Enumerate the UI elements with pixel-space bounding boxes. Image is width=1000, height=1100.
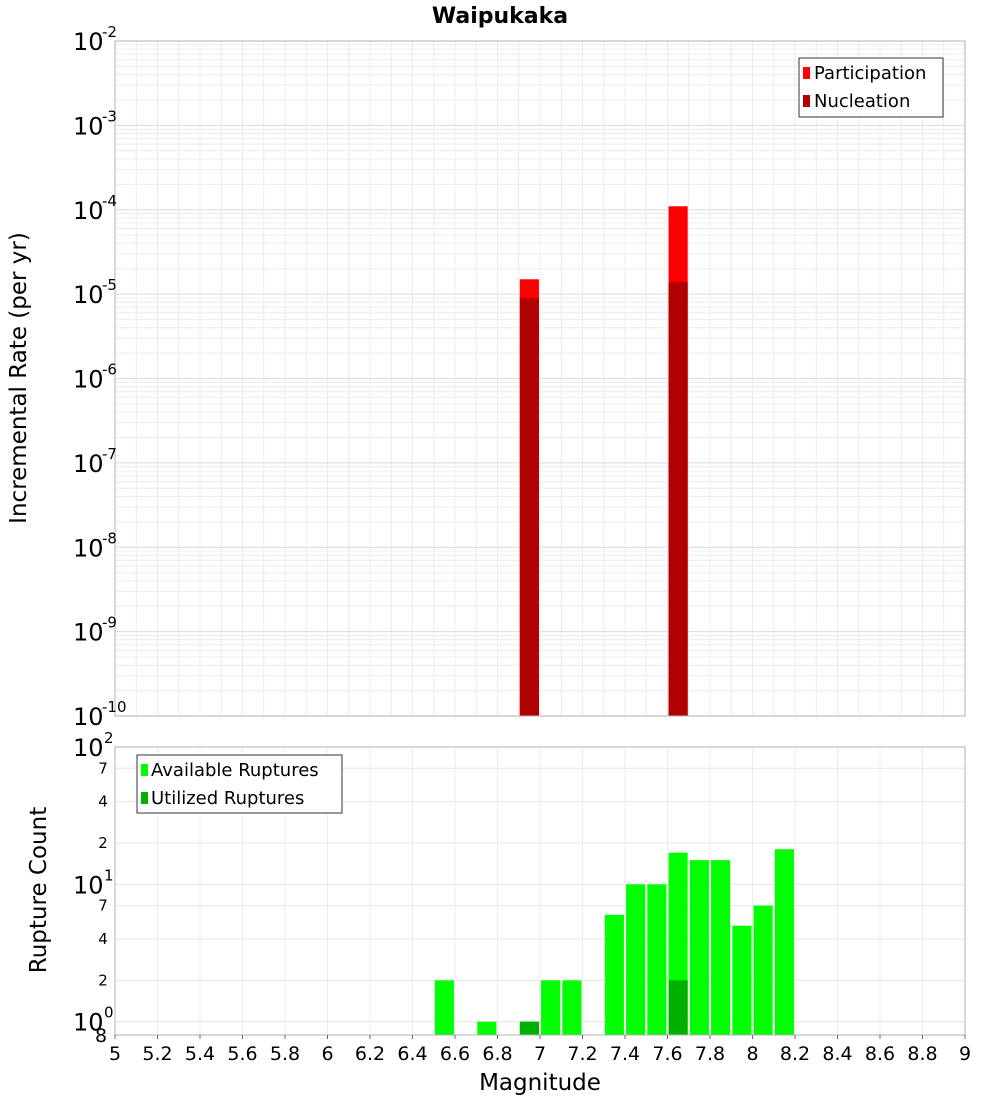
y-tick-label-base: 10	[73, 703, 104, 731]
rupture-count-y-axis-label: Rupture Count	[26, 807, 52, 973]
available-ruptures-bar	[689, 860, 709, 1035]
available-ruptures-bar	[711, 860, 731, 1035]
utilized-ruptures-bar	[519, 1021, 539, 1035]
available-ruptures-bar	[541, 980, 561, 1035]
available-ruptures-bar	[604, 914, 624, 1035]
legend-box	[136, 754, 343, 814]
y-tick-label-base: 10	[73, 734, 104, 762]
x-tick-label: 7.8	[695, 1043, 725, 1065]
legend-label: Utilized Ruptures	[151, 788, 304, 809]
y-tick-label-base: 10	[73, 366, 104, 394]
y-tick-label-base: 10	[73, 197, 104, 225]
rate-y-axis-label: Incremental Rate (per yr)	[6, 232, 32, 524]
y-tick-label-exponent: -7	[102, 445, 117, 463]
nucleation-bar	[668, 281, 688, 716]
x-tick-label: 6.6	[440, 1043, 470, 1065]
y-tick-label-exponent: -5	[102, 276, 117, 294]
x-tick-label: 8.4	[822, 1043, 852, 1065]
available-ruptures-bar	[562, 980, 582, 1035]
y-tick-label-base: 10	[73, 112, 104, 140]
available-ruptures-bar	[434, 980, 454, 1035]
x-tick-label: 7.4	[610, 1043, 640, 1065]
y-tick-label-base: 10	[73, 450, 104, 478]
y-tick-label-exponent: -3	[102, 107, 117, 125]
y-minor-tick-label: 2	[98, 834, 108, 852]
y-minor-tick-label: 4	[98, 930, 108, 948]
y-tick-label-base: 10	[73, 534, 104, 562]
utilized-ruptures-bar	[668, 980, 688, 1035]
x-tick-label: 5	[109, 1043, 121, 1065]
available-ruptures-bar	[753, 905, 773, 1035]
chart-title: Waipukaka	[432, 4, 568, 29]
y-tick-label-exponent: -10	[102, 698, 127, 716]
x-tick-label: 9	[959, 1043, 971, 1065]
y-tick-label-exponent: -8	[102, 529, 117, 547]
x-tick-label: 7	[534, 1043, 546, 1065]
legend: Available Ruptures Utilized Ruptures	[136, 754, 343, 814]
legend: Participation Nucleation	[798, 57, 944, 118]
x-tick-label: 5.2	[142, 1043, 172, 1065]
y-tick-label-exponent: -4	[102, 192, 117, 210]
y-tick-label-exponent: -9	[102, 614, 117, 632]
y-tick-label-base: 10	[73, 281, 104, 309]
x-tick-label: 7.2	[567, 1043, 597, 1065]
legend-label: Available Ruptures	[151, 760, 319, 781]
rate-plot: 10-1010-910-810-710-610-510-410-310-2Par…	[73, 23, 966, 731]
x-tick-label: 8	[746, 1043, 758, 1065]
x-tick-label: 6.4	[397, 1043, 427, 1065]
y-tick-label-base: 10	[73, 1009, 104, 1037]
y-minor-tick-label: 2	[98, 971, 108, 989]
available-ruptures-bar	[732, 925, 752, 1035]
legend-swatch	[141, 764, 148, 776]
x-tick-label: 7.6	[652, 1043, 682, 1065]
y-tick-label-exponent: 1	[104, 866, 114, 884]
x-tick-label: 5.8	[270, 1043, 300, 1065]
legend-label: Nucleation	[814, 91, 910, 112]
legend-label: Participation	[814, 63, 926, 84]
legend-swatch	[803, 67, 810, 79]
y-tick-label-exponent: 2	[104, 729, 114, 747]
available-ruptures-bar	[477, 1021, 497, 1035]
x-tick-label: 6	[321, 1043, 333, 1065]
y-bottom-tick-label: 8	[95, 1025, 107, 1047]
x-tick-label: 8.2	[780, 1043, 810, 1065]
y-tick-label-exponent: 0	[104, 1004, 114, 1022]
x-tick-label: 8.8	[907, 1043, 937, 1065]
y-tick-label-exponent: -6	[102, 361, 117, 379]
y-tick-label-base: 10	[73, 871, 104, 899]
available-ruptures-bar	[626, 884, 646, 1035]
legend-box	[798, 57, 944, 118]
y-tick-label-exponent: -2	[102, 23, 117, 41]
y-minor-tick-label: 4	[98, 793, 108, 811]
legend-swatch	[803, 95, 810, 107]
y-minor-tick-label: 7	[98, 759, 108, 777]
y-minor-tick-label: 7	[98, 897, 108, 915]
legend-swatch	[141, 792, 148, 804]
available-ruptures-bar	[774, 849, 794, 1035]
x-tick-label: 6.2	[355, 1043, 385, 1065]
x-tick-label: 5.6	[227, 1043, 257, 1065]
x-tick-label: 8.6	[865, 1043, 895, 1065]
nucleation-bar	[519, 297, 539, 716]
y-tick-label-base: 10	[73, 28, 104, 56]
y-tick-label-base: 10	[73, 619, 104, 647]
x-tick-label: 5.4	[185, 1043, 215, 1065]
available-ruptures-bar	[647, 884, 667, 1035]
plot-frame	[114, 40, 966, 717]
x-axis-label: Magnitude	[479, 1070, 601, 1096]
x-tick-label: 6.8	[482, 1043, 512, 1065]
